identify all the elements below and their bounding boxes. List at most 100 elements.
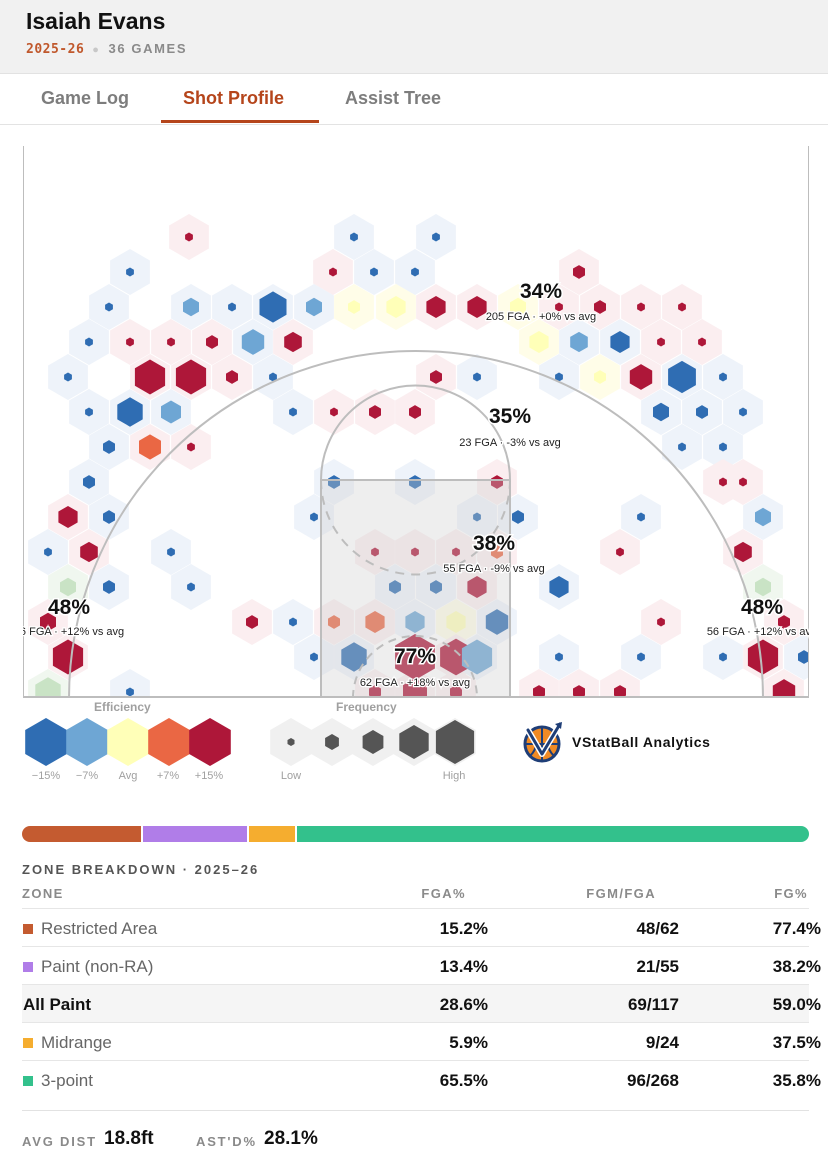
- efficiency-label-hot2: +15%: [194, 770, 224, 782]
- astd-label: AST'D%: [196, 1134, 257, 1149]
- hex-cell: [555, 652, 563, 662]
- hex-cell: [35, 677, 61, 698]
- court-lines: [23, 146, 809, 698]
- hex-cell: [491, 545, 503, 559]
- hex-cell: [370, 267, 378, 277]
- hex-cell: [226, 370, 238, 384]
- callout-pct: 38%: [473, 532, 515, 555]
- hex-cell: [570, 331, 588, 353]
- hex-cell: [467, 576, 487, 598]
- hex-cell: [310, 652, 318, 662]
- hex-cell: [450, 685, 462, 698]
- paint-key: [320, 479, 511, 698]
- zone-name: Restricted Area: [41, 919, 158, 938]
- callout-pct: 35%: [489, 405, 531, 428]
- hex-cell: [657, 337, 665, 347]
- hex-cell-bg: [519, 669, 559, 698]
- shot-chart: 34% 205 FGA · +0% vs avg 35% 23 FGA · -3% v…: [23, 146, 809, 698]
- hex-cell: [772, 679, 796, 698]
- efficiency-label-hot1: +7%: [156, 770, 180, 782]
- hex-cell: [328, 615, 340, 629]
- hex-cell-bg: [559, 669, 599, 698]
- fg-pct: 77.4%: [772, 919, 821, 938]
- player-subtitle: 2025-26 ● 36 GAMES: [26, 41, 187, 57]
- hex-cell: [126, 267, 134, 277]
- fga-pct: 28.6%: [439, 995, 488, 1014]
- callout-pct: 48%: [48, 596, 90, 619]
- hex-cell: [228, 302, 236, 312]
- frequency-swatch: [435, 720, 475, 764]
- tab-game-log[interactable]: Game Log: [41, 88, 130, 108]
- hex-cell: [328, 475, 340, 489]
- tab-bar: Game Log Shot Profile Assist Tree: [0, 74, 828, 125]
- zone-name: Paint (non-RA): [41, 957, 154, 976]
- table-row: 3-point 65.5% 96/268 35.8%: [22, 1060, 821, 1098]
- hex-cell: [175, 359, 207, 395]
- hex-cell: [533, 685, 545, 698]
- breakdown-title: ZONE BREAKDOWN · 2025–26: [22, 862, 260, 877]
- hex-cell: [310, 512, 318, 522]
- hex-cell: [698, 337, 706, 347]
- zone-callout: 48% 56 FGA · +12% vs avg: [23, 595, 125, 640]
- tab-shot-profile[interactable]: Shot Profile: [183, 88, 285, 108]
- tab-assist-tree[interactable]: Assist Tree: [345, 88, 442, 108]
- hex-cell: [369, 685, 381, 698]
- zone-swatch: [23, 924, 33, 934]
- table-row-total: All Paint 28.6% 69/117 59.0%: [22, 984, 821, 1022]
- hex-cell: [80, 541, 98, 563]
- hex-cell: [386, 296, 406, 318]
- hex-cell-bg: [600, 669, 640, 698]
- hex-cell-bg: [436, 669, 476, 698]
- avg-dist-label: AVG DIST: [22, 1134, 97, 1149]
- free-throw-circle-top: [320, 384, 511, 481]
- hex-cell: [348, 300, 360, 314]
- basketball-logo-icon: [523, 721, 563, 763]
- hex-cell: [739, 407, 747, 417]
- hex-cell: [389, 580, 401, 594]
- zone-callout: 48% 56 FGA · +12% vs avg: [706, 595, 809, 640]
- hex-cell: [40, 612, 56, 632]
- hex-cell: [678, 302, 686, 312]
- fga-pct: 13.4%: [439, 957, 488, 976]
- hex-cell: [678, 442, 686, 452]
- fgm-fga: 9/24: [645, 1033, 679, 1052]
- shot-chart-court: 34% 205 FGA · +0% vs avg 35% 23 FGA · -3% v…: [23, 146, 809, 698]
- hex-cell: [461, 639, 493, 675]
- hex-cell: [614, 685, 626, 698]
- footer-divider: [22, 1110, 809, 1111]
- active-tab-indicator: [161, 120, 319, 123]
- hex-cell: [126, 687, 134, 697]
- hex-cell-bg: [784, 634, 809, 680]
- frequency-low-label: Low: [280, 770, 302, 782]
- hex-cell: [657, 617, 665, 627]
- hex-cell: [183, 297, 199, 317]
- hex-cell: [409, 405, 421, 419]
- hex-cell: [555, 372, 563, 382]
- efficiency-swatch: [189, 718, 231, 766]
- hex-cell: [403, 678, 427, 698]
- hex-cell: [747, 639, 779, 675]
- hex-cell: [85, 337, 93, 347]
- hex-cell: [719, 442, 727, 452]
- column-header-fgm-fga: FGM/FGA: [586, 886, 656, 901]
- hex-cell: [411, 267, 419, 277]
- efficiency-legend: [25, 718, 231, 766]
- hex-cell: [284, 331, 302, 353]
- callout-detail: 23 FGA · -3% vs avg: [459, 437, 560, 449]
- hex-cell: [411, 547, 419, 557]
- hex-cell: [187, 442, 195, 452]
- zone-callout: 35% 23 FGA · -3% vs avg: [458, 404, 562, 451]
- zone-callout: 77% 62 FGA · +18% vs avg: [359, 644, 472, 691]
- efficiency-label-cold1: −7%: [75, 770, 99, 782]
- hex-cell: [187, 582, 195, 592]
- frequency-legend-title: Frequency: [336, 700, 397, 714]
- hex-cell: [629, 364, 653, 390]
- hex-cell: [369, 405, 381, 419]
- callout-pct: 77%: [394, 645, 436, 668]
- hex-cell: [555, 302, 563, 312]
- hex-cell: [371, 547, 379, 557]
- column-header-fg-pct: FG%: [774, 886, 808, 901]
- hex-cell: [330, 407, 338, 417]
- hex-cell: [60, 577, 76, 597]
- fg-pct: 37.5%: [772, 1033, 821, 1052]
